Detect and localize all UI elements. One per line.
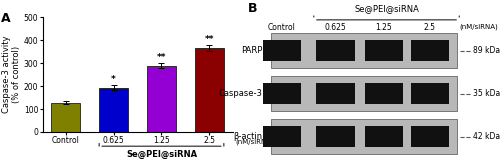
Text: 2.5: 2.5 [424, 23, 436, 32]
Text: B: B [248, 2, 257, 15]
Bar [316, 126, 354, 147]
Text: Se@PEI@siRNA: Se@PEI@siRNA [126, 150, 197, 159]
Bar [270, 119, 456, 154]
Text: Se@PEI@siRNA: Se@PEI@siRNA [354, 4, 419, 14]
Text: 0.625: 0.625 [324, 23, 346, 32]
Text: **: ** [204, 35, 214, 44]
Bar [263, 126, 301, 147]
Text: A: A [0, 12, 10, 25]
Text: PARP: PARP [242, 46, 263, 55]
Bar [270, 76, 456, 111]
Text: β-actin: β-actin [234, 132, 263, 141]
Text: *: * [111, 75, 116, 84]
Bar [411, 83, 449, 104]
Text: 1.25: 1.25 [376, 23, 392, 32]
Bar [316, 83, 354, 104]
Bar [365, 40, 403, 61]
Bar [316, 40, 354, 61]
Text: (nM/siRNA): (nM/siRNA) [459, 23, 498, 30]
Text: 89 kDa: 89 kDa [473, 46, 500, 55]
Text: **: ** [156, 53, 166, 62]
Bar [411, 126, 449, 147]
Bar [365, 126, 403, 147]
Text: Caspase-3: Caspase-3 [219, 89, 263, 98]
Bar [51, 103, 80, 132]
Bar [99, 88, 128, 132]
Bar [195, 48, 224, 132]
Text: 35 kDa: 35 kDa [473, 89, 500, 98]
Bar [365, 83, 403, 104]
Y-axis label: Caspase-3 activity
(% of control): Caspase-3 activity (% of control) [2, 36, 21, 114]
Bar [263, 40, 301, 61]
Text: 42 kDa: 42 kDa [473, 132, 500, 141]
Bar [411, 40, 449, 61]
Bar [147, 66, 176, 132]
Text: Control: Control [268, 23, 296, 32]
Bar [270, 33, 456, 68]
Bar [263, 83, 301, 104]
Text: (nM/siRNA): (nM/siRNA) [236, 138, 275, 145]
